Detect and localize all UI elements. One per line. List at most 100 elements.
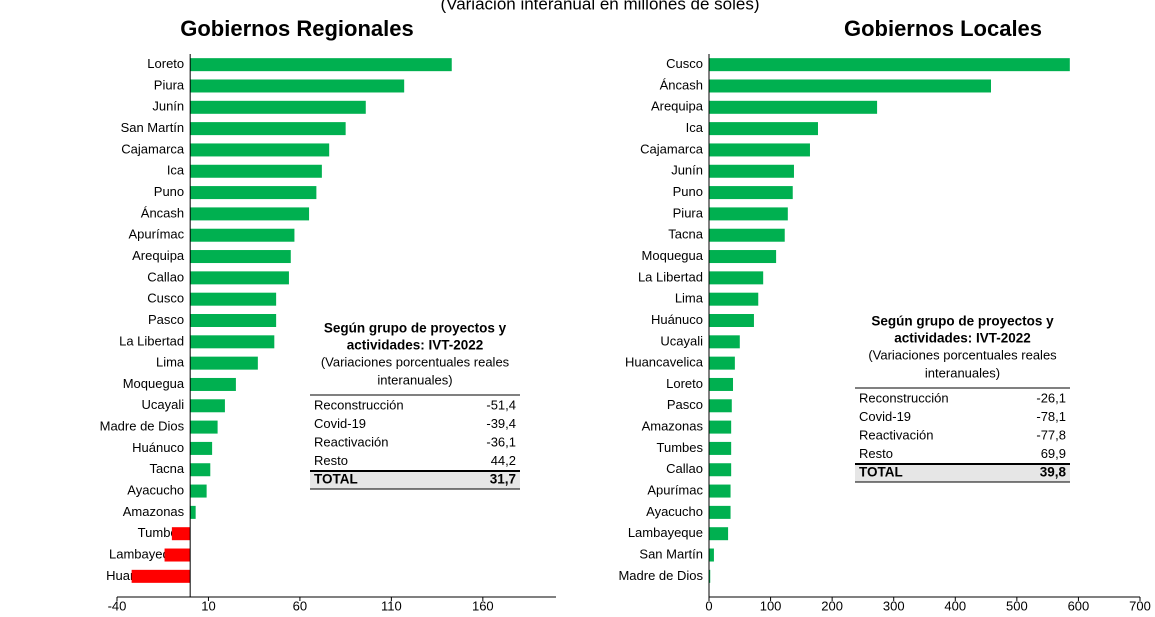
table-cell: -39,4 <box>486 416 516 431</box>
x-tick-label: 60 <box>293 598 307 613</box>
table-total: TOTAL <box>859 465 903 480</box>
table-cell: Resto <box>314 453 348 468</box>
y-tick-label: Lima <box>156 355 185 370</box>
table-cell: -36,1 <box>486 434 516 449</box>
y-tick-label: Loreto <box>666 376 703 391</box>
bar <box>709 100 878 114</box>
table-subtitle: interanuales) <box>377 372 452 387</box>
bar <box>709 271 764 285</box>
table-total: 31,7 <box>490 472 516 487</box>
bar <box>190 399 225 413</box>
y-tick-label: Cusco <box>147 291 184 306</box>
x-tick-label: 300 <box>883 598 905 613</box>
bar <box>709 356 735 370</box>
y-tick-label: Huánuco <box>651 312 703 327</box>
table-cell: Resto <box>859 446 893 461</box>
table-subtitle: (Variaciones porcentuales reales <box>868 347 1057 362</box>
bar <box>190 143 330 157</box>
table-title: Según grupo de proyectos y <box>871 314 1054 329</box>
bar <box>190 335 275 349</box>
y-tick-label: Áncash <box>141 205 184 220</box>
y-tick-label: Loreto <box>147 56 184 71</box>
table-cell: -51,4 <box>486 397 516 412</box>
table-total-bg <box>855 464 1070 482</box>
y-tick-label: Ucayali <box>142 397 185 412</box>
x-tick-label: 100 <box>760 598 782 613</box>
bar <box>190 186 317 200</box>
y-tick-label: Lima <box>675 291 704 306</box>
y-tick-label: Arequipa <box>132 248 185 263</box>
y-tick-label: Pasco <box>148 312 184 327</box>
table-cell: Covid-19 <box>859 409 911 424</box>
bar <box>190 58 452 72</box>
y-tick-label: Cusco <box>666 56 703 71</box>
bar <box>709 463 732 477</box>
bar <box>190 164 322 178</box>
table-total: 39,8 <box>1040 465 1067 480</box>
bar <box>709 58 1070 72</box>
table-cell: Covid-19 <box>314 416 366 431</box>
bar <box>190 463 211 477</box>
y-tick-label: Piura <box>673 205 704 220</box>
table-total: TOTAL <box>314 472 358 487</box>
bar <box>709 79 991 93</box>
y-tick-label: Ica <box>686 120 704 135</box>
bar <box>709 484 731 498</box>
y-tick-label: Puno <box>673 184 703 199</box>
table-title: Según grupo de proyectos y <box>324 321 507 336</box>
y-tick-label: Junín <box>152 99 184 114</box>
y-tick-label: La Libertad <box>638 269 703 284</box>
y-tick-label: La Libertad <box>119 333 184 348</box>
y-tick-label: Ucayali <box>660 333 703 348</box>
bar <box>131 569 191 583</box>
x-tick-label: 500 <box>1006 598 1028 613</box>
bar <box>171 527 191 541</box>
x-tick-label: 160 <box>472 598 494 613</box>
table-cell: 69,9 <box>1041 446 1066 461</box>
x-tick-label: 200 <box>821 598 843 613</box>
y-tick-label: Amazonas <box>642 419 704 434</box>
x-tick-label: 400 <box>944 598 966 613</box>
table-cell: -77,8 <box>1036 427 1066 442</box>
y-tick-label: Lambayeque <box>628 525 703 540</box>
y-tick-label: Tacna <box>668 227 703 242</box>
bar <box>190 122 346 136</box>
table-cell: Reactivación <box>314 434 388 449</box>
y-tick-label: Callao <box>147 269 184 284</box>
bar <box>190 207 310 221</box>
y-tick-label: Arequipa <box>651 99 704 114</box>
bar <box>190 441 213 455</box>
bar <box>709 420 732 434</box>
y-tick-label: Pasco <box>667 397 703 412</box>
bar <box>190 420 218 434</box>
table-cell: -26,1 <box>1036 390 1066 405</box>
chart-subtitle: (Variación interanual en millones de sol… <box>440 0 759 13</box>
chart-title: Gobiernos Regionales <box>180 16 414 41</box>
x-tick-label: 0 <box>705 598 712 613</box>
table-cell: Reconstrucción <box>314 397 404 412</box>
y-tick-label: Huánuco <box>132 440 184 455</box>
y-tick-label: Moquegua <box>123 376 185 391</box>
y-tick-label: Puno <box>154 184 184 199</box>
table-title: actividades: IVT-2022 <box>347 338 484 353</box>
bar <box>709 399 732 413</box>
y-tick-label: Moquegua <box>642 248 704 263</box>
y-tick-label: Tacna <box>149 461 184 476</box>
table-subtitle: interanuales) <box>925 365 1000 380</box>
bar <box>709 377 734 391</box>
bar <box>709 314 754 327</box>
y-tick-label: Callao <box>666 461 703 476</box>
bar <box>709 548 714 562</box>
bar <box>190 250 291 264</box>
table-subtitle: (Variaciones porcentuales reales <box>321 354 510 369</box>
y-tick-label: San Martín <box>639 546 703 561</box>
bar <box>709 164 794 178</box>
bar <box>709 250 777 264</box>
bar <box>709 569 711 583</box>
y-tick-label: Ayacucho <box>646 504 703 519</box>
bar <box>164 548 191 562</box>
bar <box>709 335 740 349</box>
bar <box>190 228 295 242</box>
bar <box>190 505 196 519</box>
